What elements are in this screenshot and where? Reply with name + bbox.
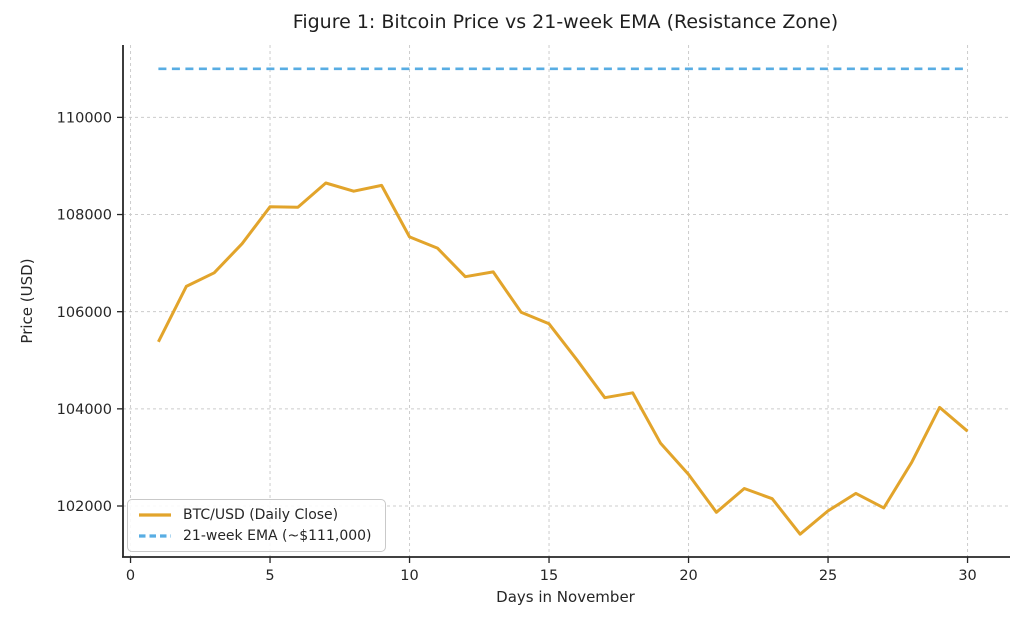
btc-line-swatch-icon (139, 513, 171, 517)
svg-text:104000: 104000 (57, 402, 112, 418)
legend-label-btc: BTC/USD (Daily Close) (183, 507, 339, 523)
gridlines (123, 45, 1008, 557)
chart-title: Figure 1: Bitcoin Price vs 21-week EMA (… (292, 11, 839, 33)
svg-text:0: 0 (126, 568, 135, 584)
data-series (157, 67, 969, 536)
axis-spines (122, 45, 1010, 558)
legend: BTC/USD (Daily Close) 21-week EMA (~$111… (127, 499, 386, 552)
legend-label-ema: 21-week EMA (~$111,000) (183, 528, 372, 544)
y-axis-label: Price (USD) (18, 258, 36, 344)
svg-text:20: 20 (679, 568, 697, 584)
svg-text:108000: 108000 (57, 208, 112, 224)
ema-dashed-swatch-icon (139, 534, 171, 538)
svg-text:25: 25 (819, 568, 837, 584)
svg-text:106000: 106000 (57, 305, 112, 321)
x-axis-label: Days in November (496, 588, 635, 606)
svg-text:30: 30 (958, 568, 976, 584)
svg-text:102000: 102000 (57, 499, 112, 515)
legend-item-btc: BTC/USD (Daily Close) (138, 507, 372, 523)
svg-text:10: 10 (400, 568, 418, 584)
tick-labels: 102000 104000 106000 108000 110000 0 5 10 15 20 25… (57, 111, 977, 584)
axis-ticks (117, 116, 969, 563)
svg-text:15: 15 (540, 568, 558, 584)
svg-text:110000: 110000 (57, 111, 112, 127)
legend-item-ema: 21-week EMA (~$111,000) (138, 528, 372, 544)
svg-text:5: 5 (265, 568, 274, 584)
